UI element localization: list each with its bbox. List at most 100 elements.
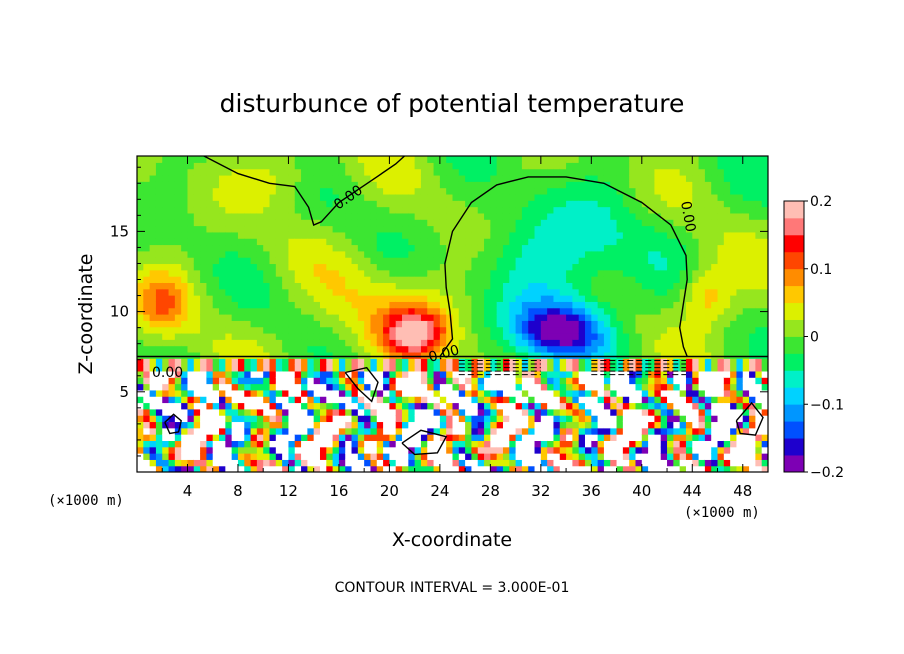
- field-cell: [484, 231, 491, 239]
- field-cell: [685, 351, 693, 359]
- field-cell: [137, 434, 144, 441]
- field-cell: [692, 377, 700, 385]
- field-cell: [629, 174, 637, 182]
- field-cell: [149, 402, 157, 410]
- field-cell: [269, 200, 277, 208]
- field-cell: [137, 345, 144, 353]
- field-cell: [231, 339, 239, 347]
- field-cell: [635, 408, 643, 416]
- field-cell: [755, 295, 763, 302]
- field-cell: [730, 187, 738, 195]
- field-cell: [200, 301, 208, 309]
- field-cell: [402, 250, 409, 258]
- field-cell: [269, 307, 277, 315]
- field-cell: [143, 364, 151, 372]
- field-cell: [717, 301, 725, 309]
- field-cell: [427, 168, 435, 176]
- field-cell: [591, 421, 599, 429]
- field-cell: [749, 345, 756, 353]
- field-cell: [263, 231, 271, 239]
- field-cell: [679, 276, 687, 283]
- field-cell: [313, 389, 321, 397]
- field-cell: [313, 314, 321, 321]
- field-cell: [553, 238, 561, 246]
- field-cell: [181, 225, 189, 233]
- field-cell: [181, 200, 189, 208]
- field-cell: [572, 168, 580, 176]
- field-cell: [427, 269, 435, 277]
- field-cell: [383, 181, 390, 189]
- field-cell: [155, 295, 163, 302]
- field-cell: [408, 212, 416, 220]
- field-cell: [566, 326, 573, 334]
- field-cell: [572, 231, 580, 239]
- field-cell: [433, 332, 441, 340]
- field-cell: [200, 193, 208, 201]
- field-cell: [193, 212, 201, 220]
- field-cell: [685, 244, 693, 252]
- field-cell: [294, 415, 302, 423]
- field-cell: [370, 276, 378, 283]
- field-cell: [250, 212, 258, 220]
- field-cell: [288, 225, 296, 233]
- field-cell: [288, 434, 296, 441]
- field-cell: [528, 181, 536, 189]
- field-cell: [383, 314, 390, 321]
- field-cell: [534, 238, 542, 246]
- field-cell: [357, 389, 365, 397]
- field-cell: [414, 193, 422, 201]
- field-cell: [591, 250, 599, 258]
- field-cell: [332, 339, 340, 347]
- field-cell: [679, 238, 687, 246]
- field-cell: [502, 301, 510, 309]
- field-cell: [471, 326, 479, 334]
- field-cell: [477, 282, 485, 290]
- field-cell: [376, 225, 384, 233]
- field-cell: [578, 332, 586, 340]
- field-cell: [168, 314, 176, 321]
- field-cell: [559, 219, 567, 227]
- field-cell: [332, 282, 340, 290]
- field-cell: [749, 257, 756, 265]
- field-cell: [345, 193, 353, 201]
- field-cell: [572, 314, 580, 321]
- field-cell: [200, 156, 208, 163]
- field-cell: [723, 339, 731, 347]
- field-cell: [452, 332, 460, 340]
- field-cell: [641, 408, 649, 416]
- field-cell: [534, 301, 542, 309]
- field-cell: [452, 231, 460, 239]
- field-cell: [509, 377, 517, 385]
- field-cell: [685, 396, 693, 404]
- field-cell: [736, 358, 744, 366]
- field-cell: [288, 231, 296, 239]
- field-cell: [137, 326, 144, 334]
- field-cell: [471, 200, 479, 208]
- field-cell: [660, 465, 668, 472]
- field-cell: [465, 446, 473, 454]
- field-cell: [282, 244, 290, 252]
- field-cell: [635, 453, 643, 460]
- field-cell: [749, 295, 756, 302]
- field-cell: [717, 263, 725, 271]
- field-cell: [231, 263, 239, 271]
- field-cell: [256, 434, 264, 441]
- field-cell: [351, 282, 359, 290]
- field-cell: [465, 383, 473, 391]
- field-cell: [225, 187, 233, 195]
- field-cell: [402, 320, 409, 328]
- field-cell: [275, 377, 283, 385]
- field-cell: [660, 212, 668, 220]
- field-cell: [162, 402, 170, 410]
- field-cell: [742, 187, 750, 195]
- field-cell: [673, 415, 681, 423]
- field-cell: [648, 389, 656, 397]
- field-cell: [326, 156, 334, 163]
- field-cell: [162, 434, 170, 441]
- field-cell: [364, 377, 372, 385]
- field-cell: [458, 168, 466, 176]
- field-cell: [301, 225, 308, 233]
- field-cell: [635, 301, 643, 309]
- field-cell: [641, 446, 649, 454]
- field-cell: [256, 181, 264, 189]
